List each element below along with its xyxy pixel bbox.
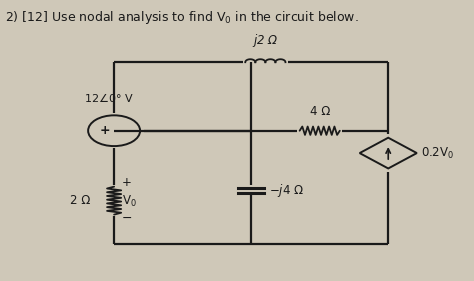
Text: 2) [12] Use nodal analysis to find V$_0$ in the circuit below.: 2) [12] Use nodal analysis to find V$_0$… xyxy=(5,9,359,26)
Text: V$_0$: V$_0$ xyxy=(122,194,137,209)
Text: 2 Ω: 2 Ω xyxy=(70,194,91,207)
Text: 0.2V$_0$: 0.2V$_0$ xyxy=(421,146,454,161)
Text: 12$\angle$0° V: 12$\angle$0° V xyxy=(84,91,134,104)
Text: −: − xyxy=(122,212,132,225)
Text: $j$2 Ω: $j$2 Ω xyxy=(252,32,279,49)
Text: +: + xyxy=(122,176,132,189)
Text: +: + xyxy=(100,124,110,137)
Text: −: − xyxy=(118,124,130,138)
Text: 4 Ω: 4 Ω xyxy=(310,105,330,118)
Text: $-j$4 Ω: $-j$4 Ω xyxy=(269,182,304,199)
